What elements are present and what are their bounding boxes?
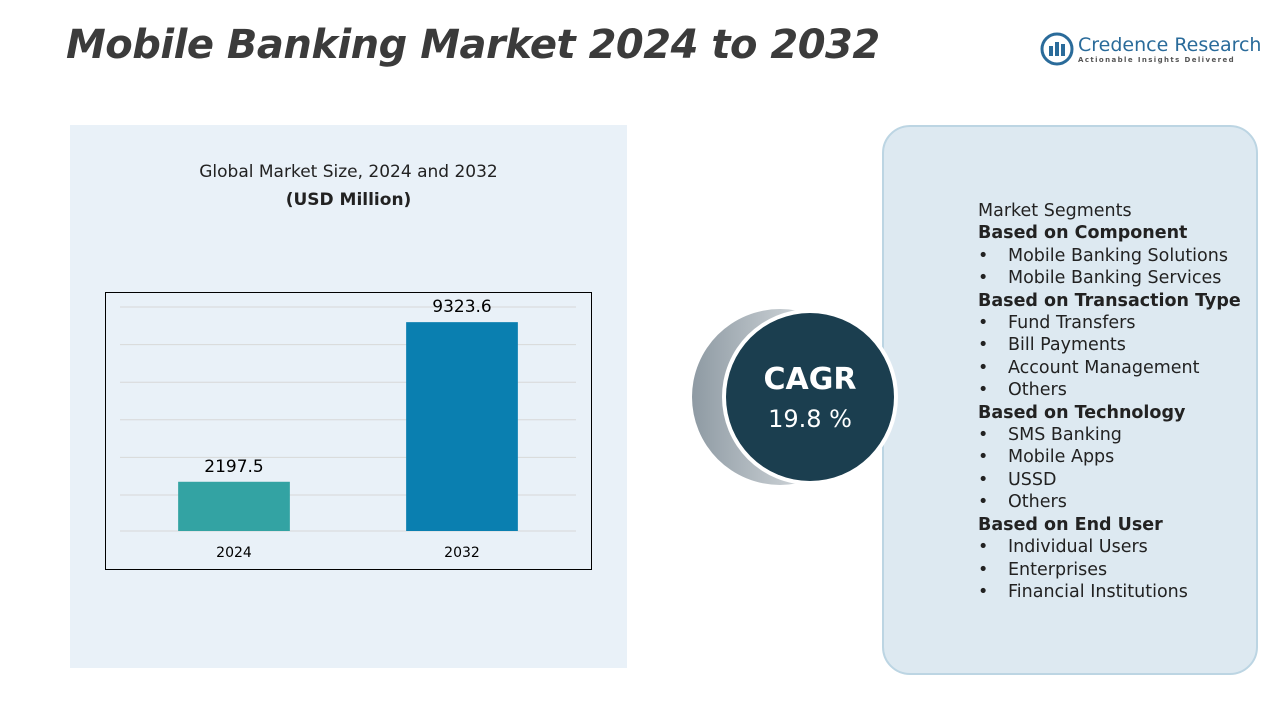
segment-item: Enterprises: [978, 559, 1241, 582]
cagr-value: 19.8 %: [768, 405, 852, 433]
segment-item: Others: [978, 491, 1241, 514]
chart-title: Global Market Size, 2024 and 2032: [199, 162, 498, 182]
segment-item: Others: [978, 379, 1241, 402]
segment-item: USSD: [978, 469, 1241, 492]
segment-group-title: Based on Transaction Type: [978, 290, 1241, 311]
bar: [178, 481, 290, 531]
cagr-badge: CAGR 19.8 %: [692, 309, 898, 485]
segment-item: Mobile Apps: [978, 446, 1241, 469]
chart: 2024 2197.5 2032 9323.6: [105, 292, 592, 570]
logo-icon: [1040, 32, 1074, 66]
chart-panel: [70, 125, 627, 668]
segment-group-title: Based on End User: [978, 514, 1163, 535]
logo-name: Credence Research: [1078, 34, 1262, 56]
page-title: Mobile Banking Market 2024 to 2032: [66, 22, 880, 68]
segment-item: Financial Institutions: [978, 581, 1241, 604]
cagr-label: CAGR: [764, 362, 857, 397]
logo-tagline: Actionable Insights Delivered: [1078, 56, 1235, 64]
segment-item: Mobile Banking Services: [978, 267, 1241, 290]
segments-heading: Market Segments: [978, 201, 1132, 221]
segments: Market Segments Based on ComponentMobile…: [978, 200, 1241, 604]
segment-item: Individual Users: [978, 536, 1241, 559]
value-label: 9323.6: [432, 297, 491, 317]
segment-item: Bill Payments: [978, 334, 1241, 357]
segment-item: Account Management: [978, 357, 1241, 380]
chart-frame: [105, 292, 592, 570]
x-tick-label: 2024: [216, 545, 252, 561]
chart-subtitle: (USD Million): [285, 190, 412, 210]
segment-group-title: Based on Component: [978, 223, 1188, 244]
x-tick-label: 2032: [444, 545, 480, 561]
segment-item: SMS Banking: [978, 424, 1241, 447]
segment-item: Mobile Banking Solutions: [978, 245, 1241, 268]
segment-item: Fund Transfers: [978, 312, 1241, 335]
value-label: 2197.5: [204, 457, 263, 477]
bar: [406, 322, 518, 531]
segment-group-title: Based on Technology: [978, 402, 1186, 423]
